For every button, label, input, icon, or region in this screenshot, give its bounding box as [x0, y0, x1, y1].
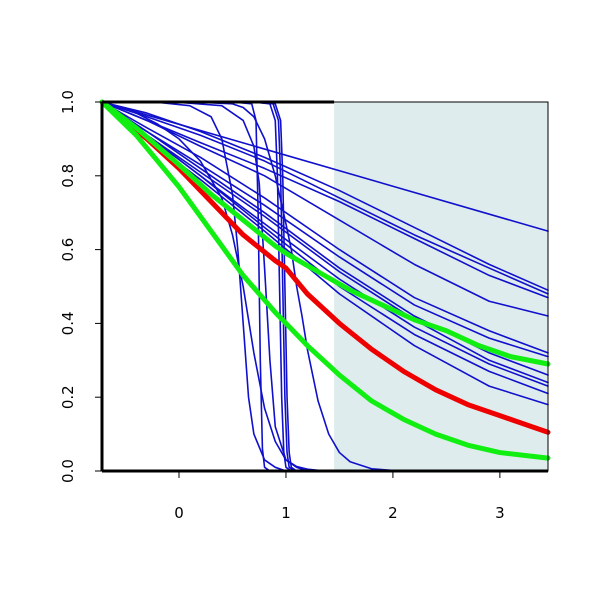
series-line-16 [101, 101, 426, 472]
shaded-region [334, 102, 548, 471]
y-tick-label-5: 1.0 [59, 90, 77, 114]
series-line-14 [101, 101, 287, 472]
series-layer [99, 99, 551, 472]
axes-layer [100, 100, 549, 473]
series-line-5 [101, 101, 549, 317]
y-tick-label-3: 0.6 [59, 238, 77, 262]
series-line-3 [101, 101, 549, 295]
series-line-21 [117, 114, 551, 435]
ticks-layer: 0 1 2 3 0.0 0.2 0.4 0.6 0.8 1.0 [59, 90, 505, 522]
x-tick-label-2: 2 [388, 504, 398, 522]
series-line-2 [101, 101, 549, 291]
series-line-22 [99, 99, 551, 367]
x-tick-label-1: 1 [281, 504, 291, 522]
y-tick-label-4: 0.8 [59, 164, 77, 188]
y-tick-label-2: 0.4 [59, 311, 77, 335]
y-tick-label-1: 0.2 [59, 385, 77, 409]
series-line-17 [101, 101, 271, 472]
shaded-region-layer [334, 102, 548, 471]
series-line-6 [101, 101, 549, 354]
x-tick-label-3: 3 [495, 504, 505, 522]
x-tick-label-0: 0 [174, 504, 184, 522]
series-line-23 [99, 99, 551, 461]
y-tick-label-0: 0.0 [59, 459, 77, 483]
